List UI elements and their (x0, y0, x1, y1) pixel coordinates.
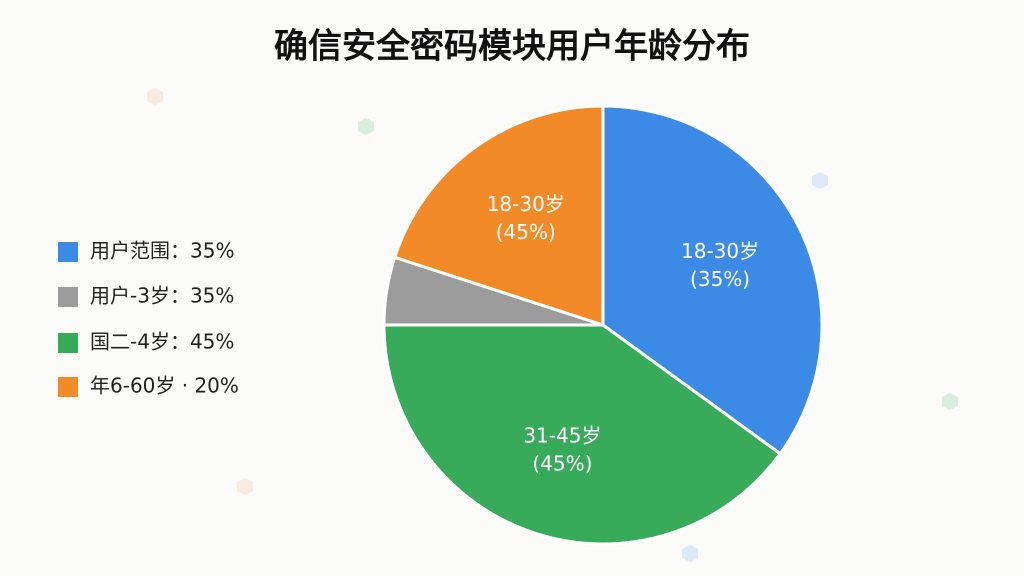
pie-slice (382, 323, 783, 546)
slice-label: 31-45岁 (523, 423, 601, 447)
slice-label: (35%) (690, 267, 750, 291)
slice-label: (45%) (496, 220, 556, 244)
legend-label: 用户-3岁：35% (90, 284, 234, 308)
legend-swatch (58, 287, 78, 307)
legend-swatch (58, 333, 78, 353)
slice-label: (45%) (532, 451, 592, 475)
legend-label: 用户范围：35% (90, 239, 234, 263)
pie-slice (601, 104, 824, 456)
legend-label: 国二-4岁：45% (90, 330, 234, 354)
legend-swatch (58, 377, 78, 397)
legend-swatch (58, 242, 78, 262)
decoration (147, 88, 958, 562)
chart-title: 确信安全密码模块用户年龄分布 (274, 27, 750, 67)
slice-label: 18-30岁 (681, 239, 759, 263)
pie-slice (392, 104, 605, 328)
legend-label: 年6-60岁 · 20% (90, 374, 239, 398)
slice-label: 18-30岁 (487, 192, 565, 216)
